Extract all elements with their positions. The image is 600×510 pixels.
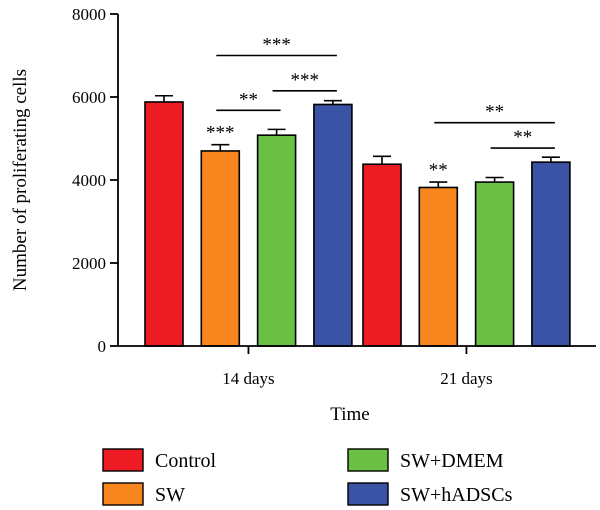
bar-sw-2 (418, 186, 459, 347)
legend-label: SW (155, 484, 185, 506)
bar-sw-dmem-2 (474, 181, 515, 347)
axes: 0 2000 4000 6000 8000 14 days 21 days Time Numbe… (10, 5, 596, 425)
legend-swatch-control (102, 448, 144, 472)
legend-label: SW+hADSCs (400, 484, 513, 506)
y-tick-label: 8000 (72, 5, 106, 24)
x-tick-label: 14 days (222, 369, 274, 388)
bracket-significance-label: ** (239, 89, 258, 110)
bar-sw-dmem-1 (256, 134, 297, 347)
y-axis-label: Number of proliferating cells (10, 69, 31, 291)
bar-control-2 (362, 163, 402, 347)
y-tick-label: 4000 (72, 171, 106, 190)
bar-sw-hadscs-2 (531, 161, 571, 347)
x-axis-label: Time (330, 404, 369, 425)
legend-swatch-sw-dmem (347, 448, 389, 472)
bar-control-1 (144, 101, 184, 347)
legend-label: SW+DMEM (400, 450, 504, 472)
legend: Control SW SW+DMEM SW+hADSCs (102, 448, 513, 506)
legend-swatch-sw (102, 482, 144, 506)
bracket-significance-label: *** (262, 35, 291, 56)
y-tick-label: 2000 (72, 254, 106, 273)
y-tick-label: 6000 (72, 88, 106, 107)
bar-sw-hadscs-1 (313, 103, 353, 347)
plot-area: ***************** (144, 35, 571, 347)
significance-label: *** (206, 123, 235, 144)
bracket-significance-label: ** (485, 102, 504, 123)
bracket-significance-label: ** (513, 127, 532, 148)
x-tick-label: 21 days (440, 369, 492, 388)
legend-swatch-sw-hadscs (347, 482, 389, 506)
significance-label: ** (429, 160, 448, 181)
bar-sw-1 (200, 150, 241, 347)
y-tick-label: 0 (98, 337, 107, 356)
legend-label: Control (155, 450, 217, 472)
bracket-significance-label: *** (291, 70, 320, 91)
